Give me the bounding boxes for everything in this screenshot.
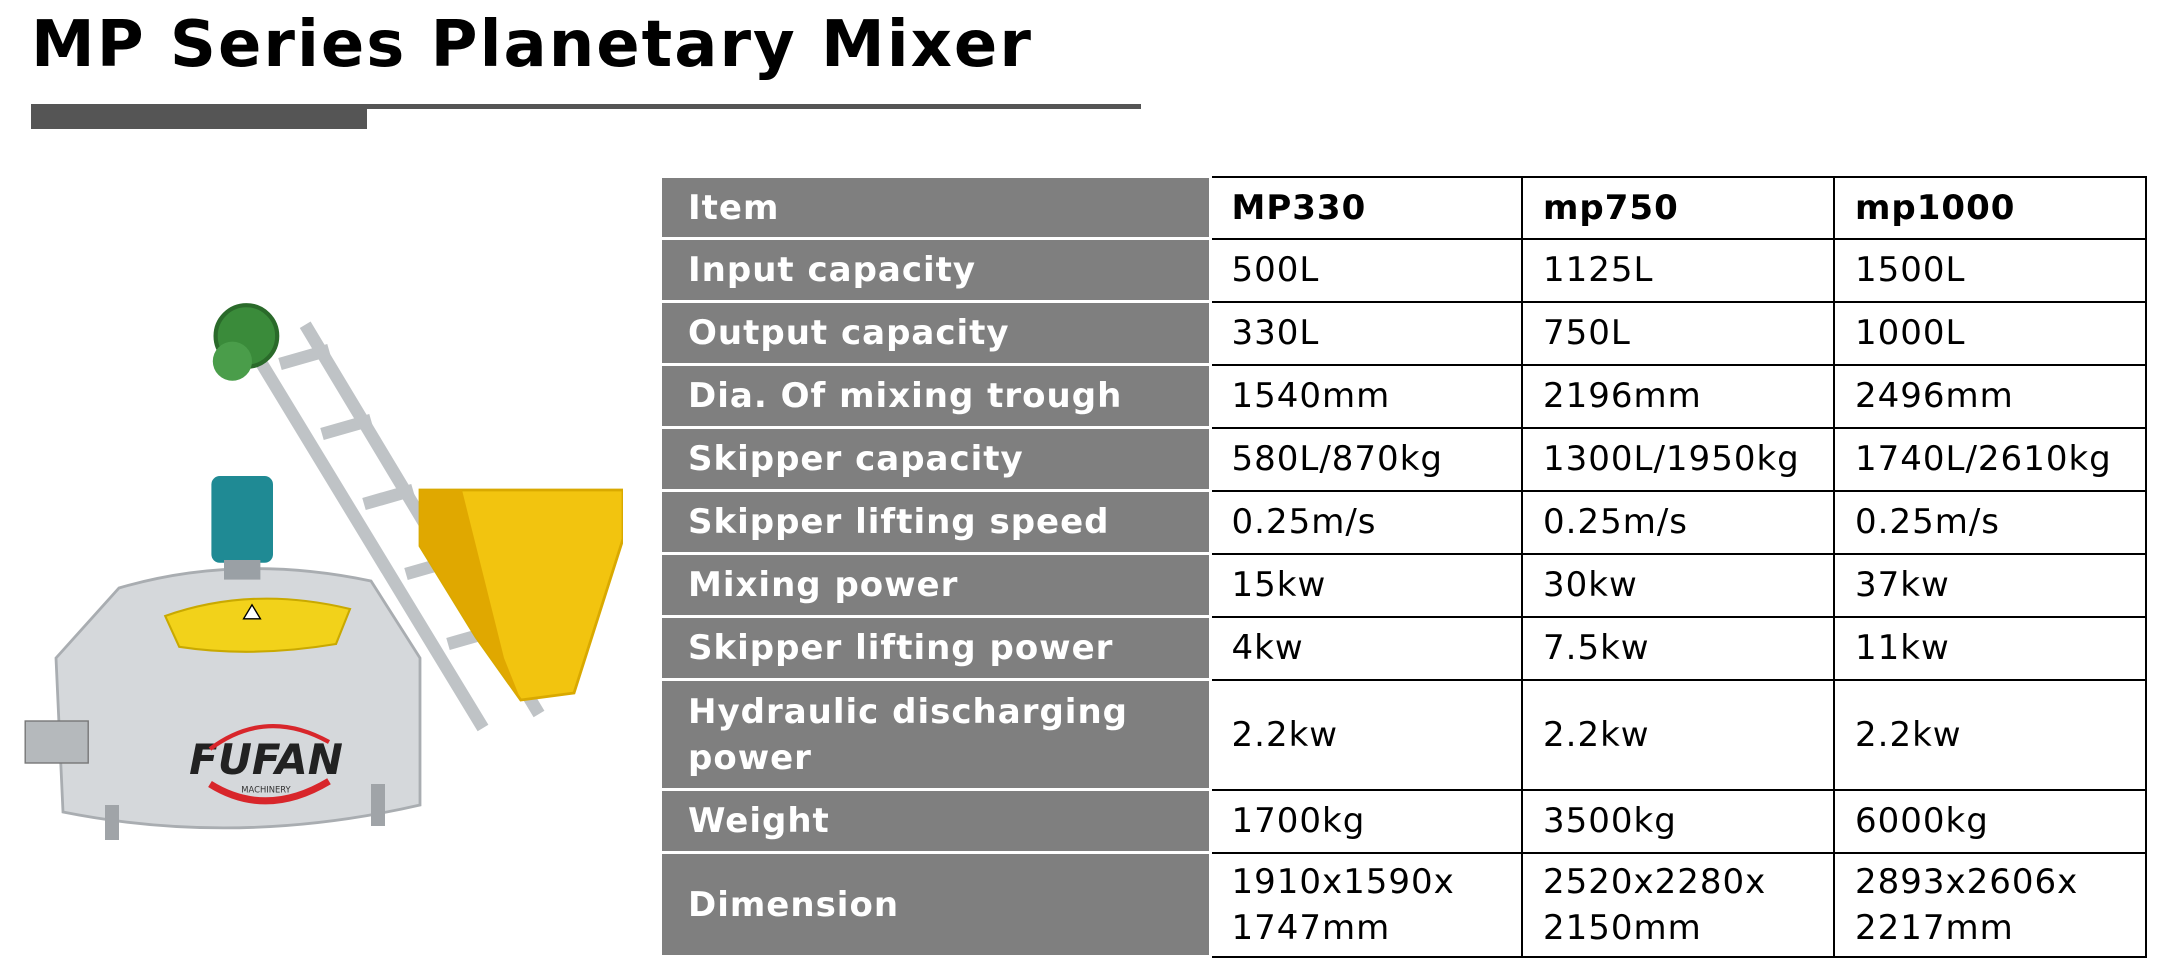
row-label: Skipper lifting power [662,615,1212,681]
page-title: MP Series Planetary Mixer [31,8,1033,82]
cell: 0.25m/s [1209,489,1523,555]
cell: MP330 [1209,175,1523,240]
table-row: Dimension 1910x1590x 1747mm 2520x2280x 215… [662,851,2147,958]
cell: 1000L [1833,300,2147,366]
table-row: Mixing power 15kw 30kw 37kw [662,552,2147,618]
logo-subtitle: MACHINERY [241,784,291,794]
cell: 3500kg [1521,788,1835,854]
row-label: Hydraulic discharging power [662,678,1212,791]
discharge-gate [24,720,89,764]
cell: 15kw [1209,552,1523,618]
table-row: Skipper lifting speed 0.25m/s 0.25m/s 0.25m… [662,489,2147,555]
cell: mp750 [1521,175,1835,240]
logo: FUFAN [189,735,343,784]
cell: 37kw [1833,552,2147,618]
table-row: Item MP330 mp750 mp1000 [662,175,2147,240]
cell: 2196mm [1521,363,1835,429]
cell: 2893x2606x 2217mm [1833,851,2147,958]
motor [211,476,273,563]
row-label: Weight [662,788,1212,854]
cell: 4kw [1209,615,1523,681]
cell: 0.25m/s [1833,489,2147,555]
cell: 500L [1209,237,1523,303]
title-rule-accent [31,105,367,129]
row-label: Output capacity [662,300,1212,366]
row-label: Mixing power [662,552,1212,618]
logo-arc [208,724,331,751]
row-label: Input capacity [662,237,1212,303]
table-row: Weight 1700kg 3500kg 6000kg [662,788,2147,854]
hopper-side [420,490,521,700]
spec-table: Item MP330 mp750 mp1000 Input capacity 500L 11… [662,175,2147,958]
cell: 1300L/1950kg [1521,426,1835,492]
table-row: Input capacity 500L 1125L 1500L [662,237,2147,303]
cell: 330L [1209,300,1523,366]
cell: 2520x2280x 2150mm [1521,851,1835,958]
cell: 1500L [1833,237,2147,303]
leg [105,805,119,840]
row-label: Dimension [662,851,1212,958]
row-label: Skipper lifting speed [662,489,1212,555]
cell: 6000kg [1833,788,2147,854]
gearbox-motor [212,341,252,381]
table-row: Skipper capacity 580L/870kg 1300L/1950kg 17… [662,426,2147,492]
cell: 0.25m/s [1521,489,1835,555]
cell: 2.2kw [1521,678,1835,791]
cell: 1740L/2610kg [1833,426,2147,492]
warning-sign [242,603,262,620]
row-label: Item [662,175,1212,240]
cell: 580L/870kg [1209,426,1523,492]
row-label: Dia. Of mixing trough [662,363,1212,429]
mixer-illustration: FUFAN MACHINERY [24,303,623,840]
cell: 1540mm [1209,363,1523,429]
table-row: Hydraulic discharging power 2.2kw 2.2kw 2.2… [662,678,2147,791]
table-row: Skipper lifting power 4kw 7.5kw 11kw [662,615,2147,681]
motor-base [224,560,261,580]
cell: 7.5kw [1521,615,1835,681]
cell: 1910x1590x 1747mm [1209,851,1523,958]
row-label: Skipper capacity [662,426,1212,492]
cell: 1125L [1521,237,1835,303]
cell: mp1000 [1833,175,2147,240]
title-rule [31,104,1141,109]
cell: 1700kg [1209,788,1523,854]
cell: 30kw [1521,552,1835,618]
cell: 750L [1521,300,1835,366]
cell: 11kw [1833,615,2147,681]
table-row: Dia. Of mixing trough 1540mm 2196mm 2496mm [662,363,2147,429]
cell: 2.2kw [1209,678,1523,791]
logo-swoosh [208,778,331,805]
cell: 2.2kw [1833,678,2147,791]
cell: 2496mm [1833,363,2147,429]
table-row: Output capacity 330L 750L 1000L [662,300,2147,366]
mixer-cover [163,597,352,653]
leg [371,784,385,826]
